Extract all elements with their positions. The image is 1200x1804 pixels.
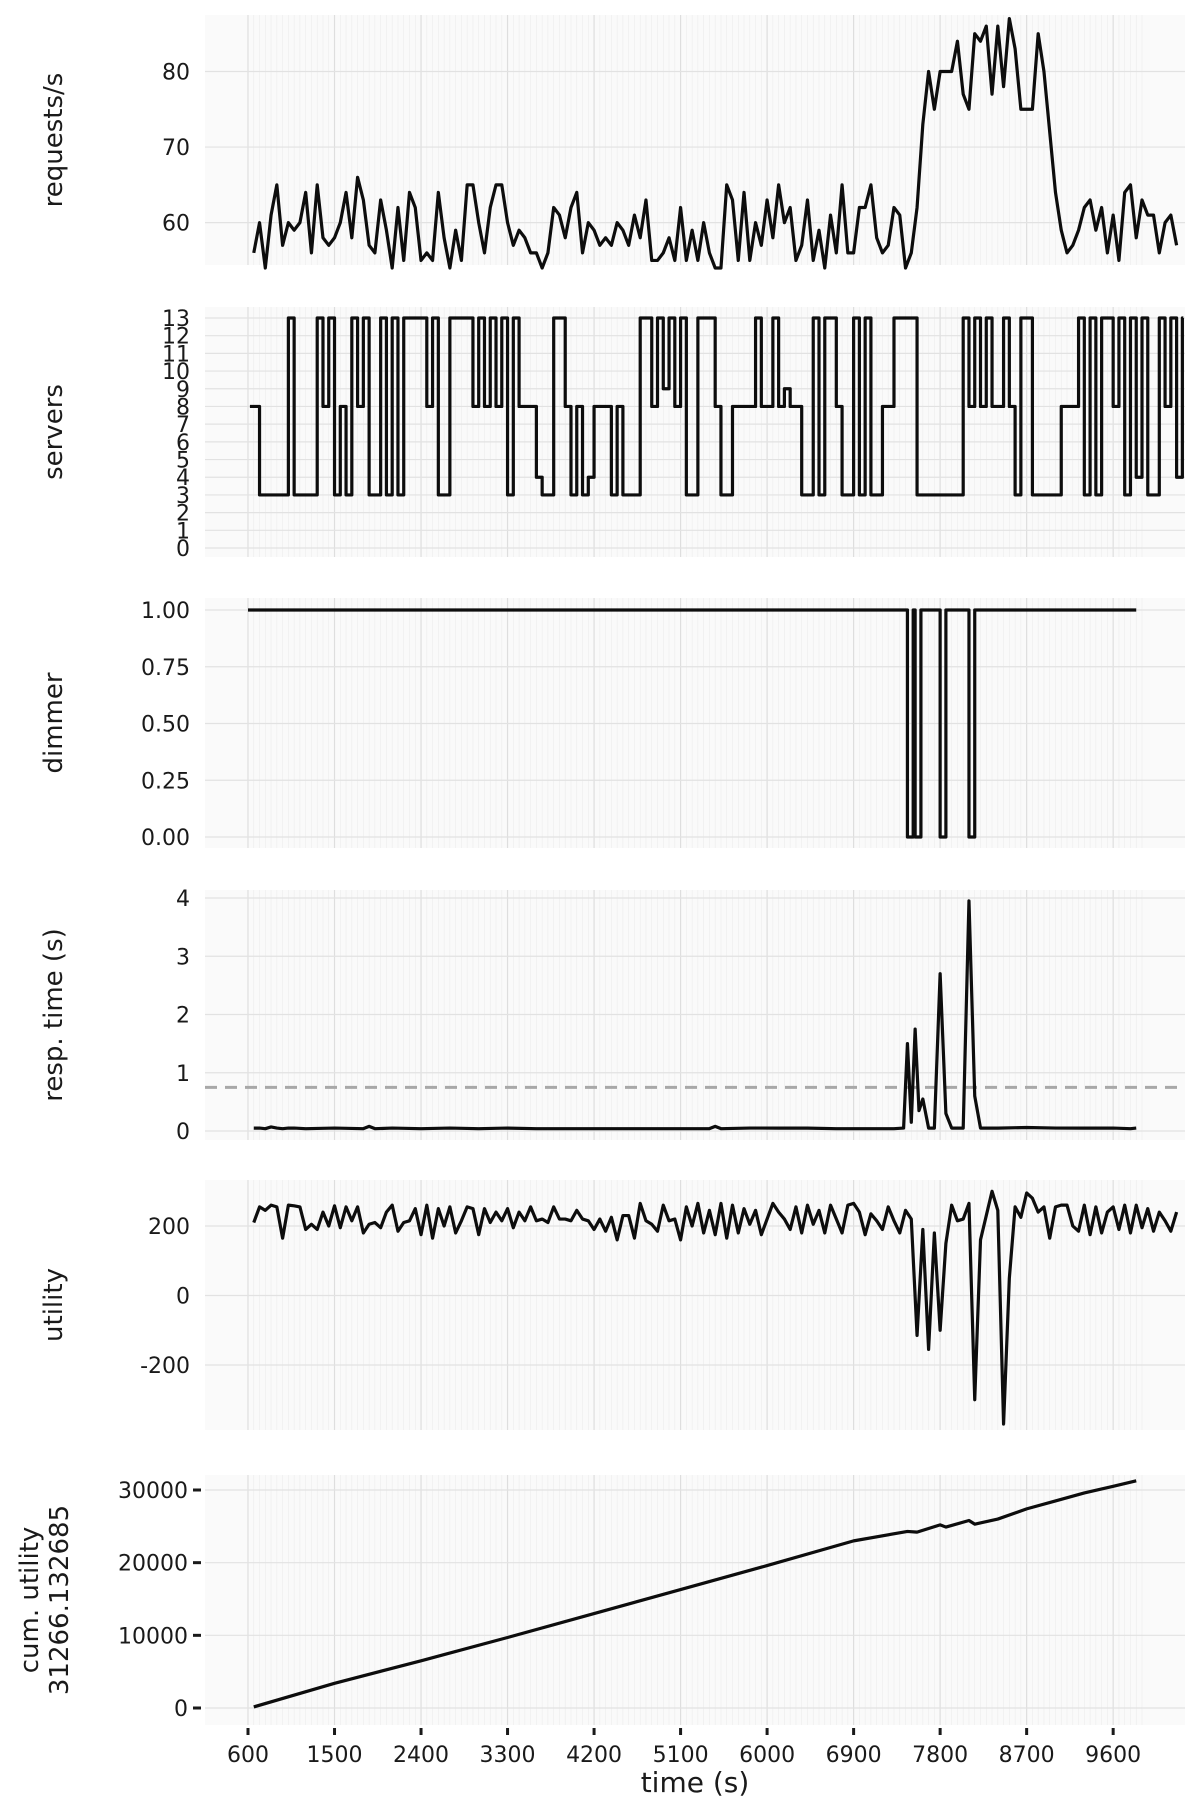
y-tick-label: 1 bbox=[176, 519, 190, 544]
y-tick-label: 0 bbox=[176, 537, 190, 562]
x-tick-label: 9600 bbox=[1085, 1743, 1141, 1768]
series-line bbox=[249, 316, 1184, 497]
y-tick-label: 4 bbox=[176, 887, 190, 912]
y-tick-label: 200 bbox=[148, 1215, 190, 1240]
y-tick-label: 9 bbox=[176, 378, 190, 403]
y-tick-label: 8 bbox=[176, 395, 190, 420]
y-tick-label: 2 bbox=[176, 1004, 190, 1029]
y-axis-label: 31266.132685 bbox=[45, 1505, 75, 1695]
y-tick-label: 7 bbox=[176, 413, 190, 438]
y-tick-label: 20000 bbox=[118, 1552, 188, 1577]
x-tick-label: 8700 bbox=[999, 1743, 1055, 1768]
y-tick-label: 6 bbox=[176, 431, 190, 456]
y-tick-label: 0 bbox=[176, 1120, 190, 1145]
y-tick-label: 11 bbox=[162, 342, 190, 367]
y-tick-label: 1.00 bbox=[141, 599, 190, 624]
series-line bbox=[248, 608, 1137, 839]
y-axis-label: cum. utility bbox=[15, 1527, 45, 1674]
series-line bbox=[252, 16, 1179, 270]
x-tick-label: 4200 bbox=[566, 1743, 622, 1768]
y-tick-label: 0.50 bbox=[141, 713, 190, 738]
panel-2: 0.00 0.25 0.50 0.75 1.00 dimmer bbox=[39, 598, 1185, 851]
y-tick-label: 80 bbox=[162, 60, 190, 85]
y-tick-label: 4 bbox=[176, 466, 190, 491]
y-tick-label: 0 bbox=[174, 1697, 188, 1722]
y-tick-label: 3 bbox=[176, 945, 190, 970]
series-line bbox=[253, 1479, 1137, 1709]
panel-0: 60 70 80 requests/s bbox=[39, 15, 1185, 270]
y-tick-label: 0.75 bbox=[141, 656, 190, 681]
y-axis-label: servers bbox=[39, 384, 69, 480]
x-tick-label: 6000 bbox=[739, 1743, 795, 1768]
y-tick-label: 70 bbox=[162, 136, 190, 161]
y-tick-label: 3 bbox=[176, 484, 190, 509]
y-tick-label: 0 bbox=[176, 1285, 190, 1310]
y-tick-label: -200 bbox=[140, 1354, 190, 1379]
y-axis-label: dimmer bbox=[39, 672, 69, 773]
panel-4: -200 0 200 utility bbox=[39, 1180, 1185, 1430]
y-axis-label: requests/s bbox=[39, 73, 69, 208]
series-line bbox=[253, 899, 1137, 1131]
y-tick-label: 10 bbox=[162, 360, 190, 385]
panel-5: 0 10000 20000 30000 cum. utility 31266.132685… bbox=[15, 1475, 1185, 1799]
x-tick-label: 7800 bbox=[912, 1743, 968, 1768]
y-axis-label: utility bbox=[39, 1268, 69, 1342]
y-tick-label: 30000 bbox=[118, 1479, 188, 1504]
plot-background bbox=[205, 1475, 1185, 1725]
panel-3: 0 1 2 3 4 resp. time (s) bbox=[39, 887, 1185, 1145]
series-line bbox=[252, 1189, 1179, 1426]
x-tick-label: 5100 bbox=[653, 1743, 709, 1768]
y-tick-label: 12 bbox=[162, 325, 190, 350]
y-tick-label: 0.25 bbox=[141, 769, 190, 794]
x-tick-label: 6900 bbox=[826, 1743, 882, 1768]
x-tick-label: 2400 bbox=[393, 1743, 449, 1768]
y-tick-label: 1 bbox=[176, 1062, 190, 1087]
x-tick-label: 600 bbox=[227, 1743, 269, 1768]
y-tick-label: 5 bbox=[176, 449, 190, 474]
plot-background bbox=[205, 1180, 1185, 1430]
x-tick-label: 1500 bbox=[307, 1743, 363, 1768]
y-axis-label: resp. time (s) bbox=[39, 928, 69, 1102]
y-tick-label: 13 bbox=[162, 307, 190, 332]
y-tick-label: 0.00 bbox=[141, 826, 190, 851]
x-tick-label: 3300 bbox=[480, 1743, 536, 1768]
plot-background bbox=[205, 15, 1185, 265]
x-axis-label: time (s) bbox=[641, 1766, 750, 1799]
y-tick-label: 10000 bbox=[118, 1624, 188, 1649]
y-tick-label: 60 bbox=[162, 212, 190, 237]
y-tick-label: 2 bbox=[176, 502, 190, 527]
